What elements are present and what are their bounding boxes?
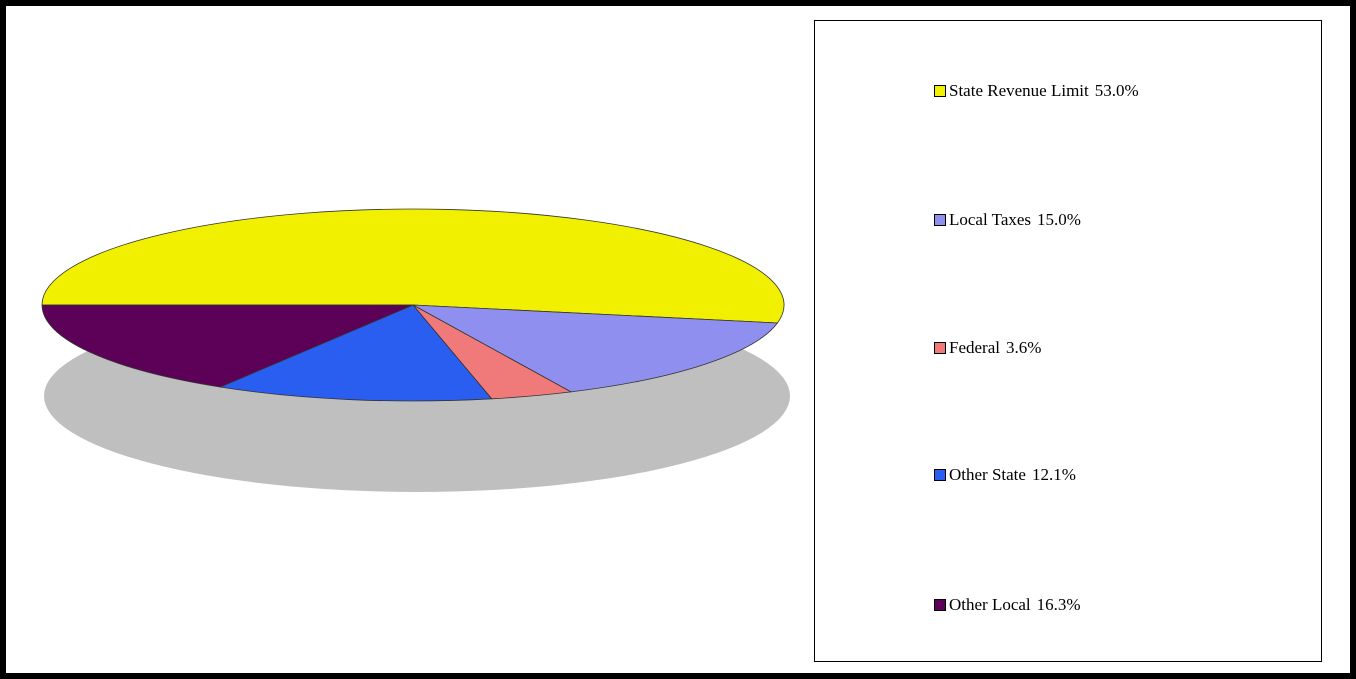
legend-item-other-local: Other Local 16.3% (934, 595, 1081, 615)
legend-value: 16.3% (1036, 595, 1081, 614)
legend-swatch (934, 85, 946, 97)
legend-swatch (934, 214, 946, 226)
legend-label: Other State (949, 465, 1026, 484)
pie-slice-local-taxes (412, 304, 779, 393)
legend-swatch (934, 342, 946, 354)
legend-label: State Revenue Limit (949, 81, 1089, 100)
legend-item-state-revenue-limit: State Revenue Limit 53.0% (934, 81, 1139, 101)
legend-value: 53.0% (1094, 81, 1139, 100)
pie-slice-other-state (218, 304, 493, 402)
legend-value: 12.1% (1031, 465, 1076, 484)
legend-label: Other Local (949, 595, 1031, 614)
legend-label: Federal (949, 338, 1000, 357)
legend: State Revenue Limit 53.0% Local Taxes 15… (814, 20, 1322, 662)
legend-swatch (934, 599, 946, 611)
legend-item-federal: Federal 3.6% (934, 338, 1041, 358)
legend-item-local-taxes: Local Taxes 15.0% (934, 210, 1081, 230)
pie-tops (41, 208, 785, 402)
legend-label: Local Taxes (949, 210, 1032, 229)
legend-swatch (934, 469, 946, 481)
legend-value: 3.6% (1005, 338, 1042, 357)
pie-slice-other-local (41, 304, 414, 388)
pie-slice-state-revenue-limit (41, 208, 785, 324)
legend-item-other-state: Other State 12.1% (934, 465, 1076, 485)
legend-value: 15.0% (1037, 210, 1081, 229)
